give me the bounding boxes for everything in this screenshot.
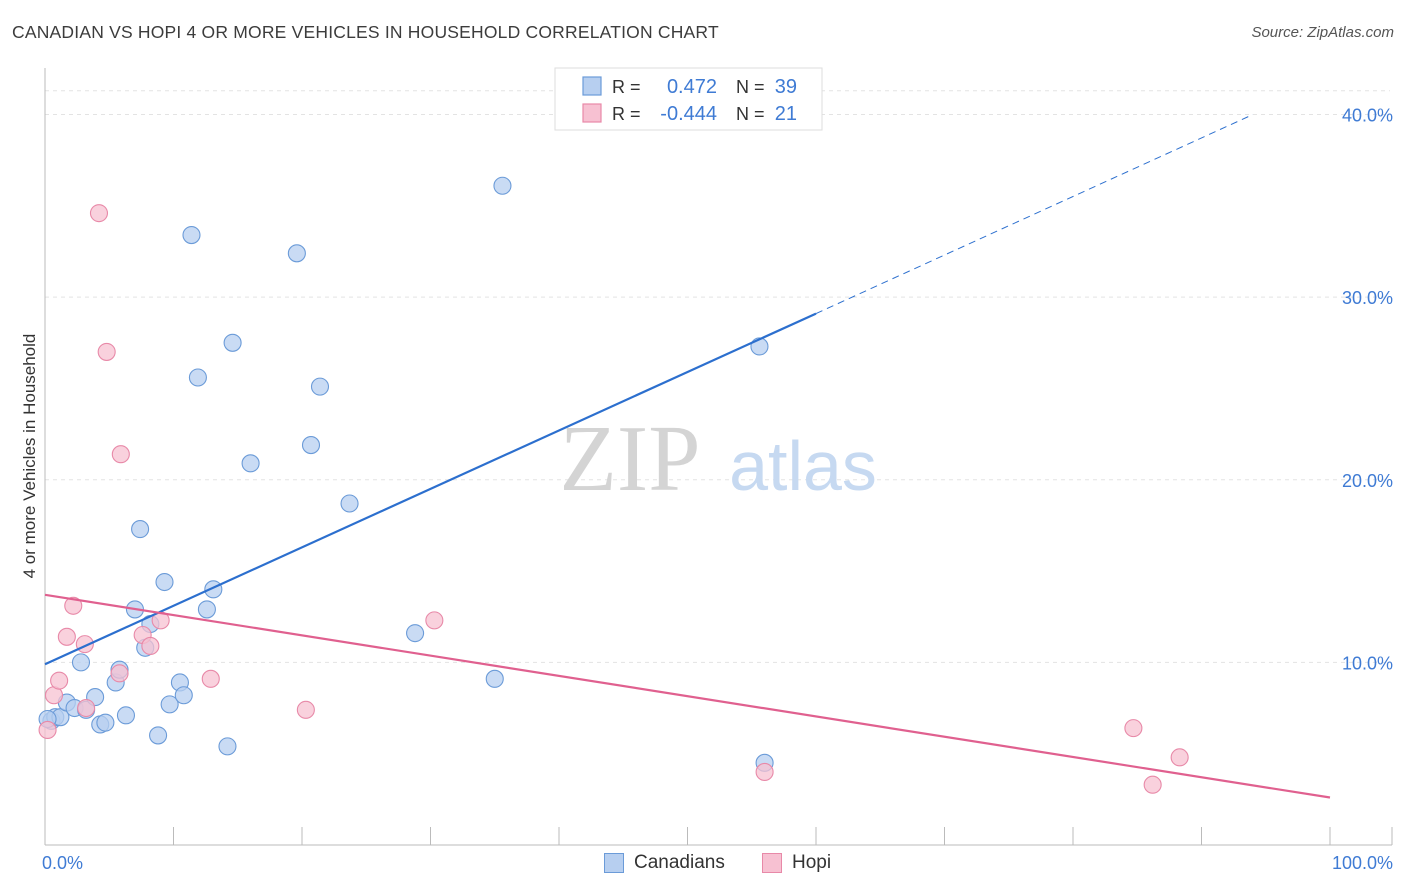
- point-hopi-12: [141, 636, 160, 655]
- trendline-canadians: [44, 312, 817, 666]
- point-hopi-17: [755, 762, 774, 782]
- point-hopi-0: [38, 720, 57, 740]
- point-canadians-26: [218, 737, 237, 756]
- point-hopi-20: [1170, 748, 1189, 767]
- watermark-atlas: atlas: [729, 427, 877, 505]
- trendline-hopi: [44, 593, 1331, 799]
- legend-swatch-hopi: [582, 103, 602, 123]
- legend-n-value-canadians: 39: [775, 76, 797, 98]
- watermark-zip: ZIP: [560, 407, 701, 511]
- chart-title: CANADIAN VS HOPI 4 OR MORE VEHICLES IN H…: [12, 22, 719, 42]
- legend-label-canadians: Canadians: [634, 852, 725, 873]
- point-canadians-36: [750, 337, 769, 356]
- legend-r-value-hopi: -0.444: [660, 103, 717, 125]
- x-tick-label-0: 0.0%: [42, 853, 83, 873]
- point-canadians-31: [310, 377, 330, 396]
- point-canadians-34: [485, 669, 504, 688]
- point-canadians-33: [406, 624, 425, 643]
- y-tick-label-0: 10.0%: [1342, 653, 1393, 673]
- legend-swatch-canadians: [582, 76, 602, 96]
- gridlines: [45, 90, 1390, 663]
- point-canadians-14: [131, 520, 150, 539]
- y-tick-label-1: 20.0%: [1342, 471, 1393, 491]
- point-canadians-35: [493, 176, 512, 195]
- point-canadians-19: [160, 695, 179, 714]
- point-canadians-30: [301, 436, 321, 455]
- y-tick-label-3: 40.0%: [1342, 106, 1393, 126]
- point-hopi-6: [77, 698, 96, 718]
- point-canadians-18: [155, 572, 174, 592]
- point-hopi-18: [1124, 719, 1143, 738]
- point-canadians-23: [188, 368, 207, 387]
- point-canadians-21: [174, 686, 193, 705]
- point-hopi-10: [111, 445, 130, 464]
- legend-bottom: Canadians Hopi: [0, 852, 1406, 878]
- point-canadians-29: [287, 244, 306, 263]
- point-canadians-22: [182, 226, 201, 245]
- point-hopi-19: [1143, 775, 1162, 794]
- source-credit: Source: ZipAtlas.com: [1251, 24, 1394, 41]
- point-canadians-27: [223, 333, 242, 352]
- point-canadians-9: [96, 713, 115, 732]
- point-canadians-12: [116, 706, 136, 725]
- legend-label-hopi: Hopi: [792, 852, 832, 873]
- point-hopi-9: [110, 664, 129, 683]
- point-hopi-15: [296, 700, 315, 719]
- legend-item-hopi[interactable]: Hopi: [762, 852, 831, 874]
- legend-r-value-canadians: 0.472: [667, 76, 717, 98]
- legend-swatch-hopi-bottom: [762, 853, 782, 873]
- point-canadians-5: [71, 653, 91, 672]
- point-hopi-16: [425, 611, 444, 630]
- point-canadians-32: [340, 494, 359, 513]
- legend-n-value-hopi: 21: [775, 103, 797, 125]
- legend-swatch-canadians-bottom: [604, 853, 624, 873]
- x-tick-label-1: 100.0%: [1332, 853, 1393, 873]
- point-canadians-17: [149, 726, 168, 745]
- legend-n-label-hopi: N =: [736, 104, 765, 124]
- watermark: ZIP atlas: [560, 407, 877, 511]
- point-hopi-14: [201, 669, 220, 688]
- legend-n-label-canadians: N =: [736, 77, 765, 97]
- y-axis-label: 4 or more Vehicles in Household: [20, 334, 39, 579]
- legend-r-label-hopi: R =: [612, 104, 641, 124]
- legend-r-label-canadians: R =: [612, 77, 641, 97]
- point-hopi-8: [97, 342, 116, 361]
- legend-top: R = 0.472 N = 39 R = -0.444 N = 21: [554, 67, 823, 131]
- point-hopi-7: [89, 204, 109, 223]
- legend-item-canadians[interactable]: Canadians: [604, 852, 725, 874]
- point-hopi-4: [64, 596, 83, 615]
- trendline-canadians-extension: [815, 114, 1254, 315]
- point-canadians-24: [197, 600, 216, 619]
- point-hopi-2: [50, 671, 69, 690]
- y-tick-label-2: 30.0%: [1342, 288, 1393, 308]
- point-hopi-3: [57, 627, 76, 646]
- point-canadians-28: [241, 454, 260, 473]
